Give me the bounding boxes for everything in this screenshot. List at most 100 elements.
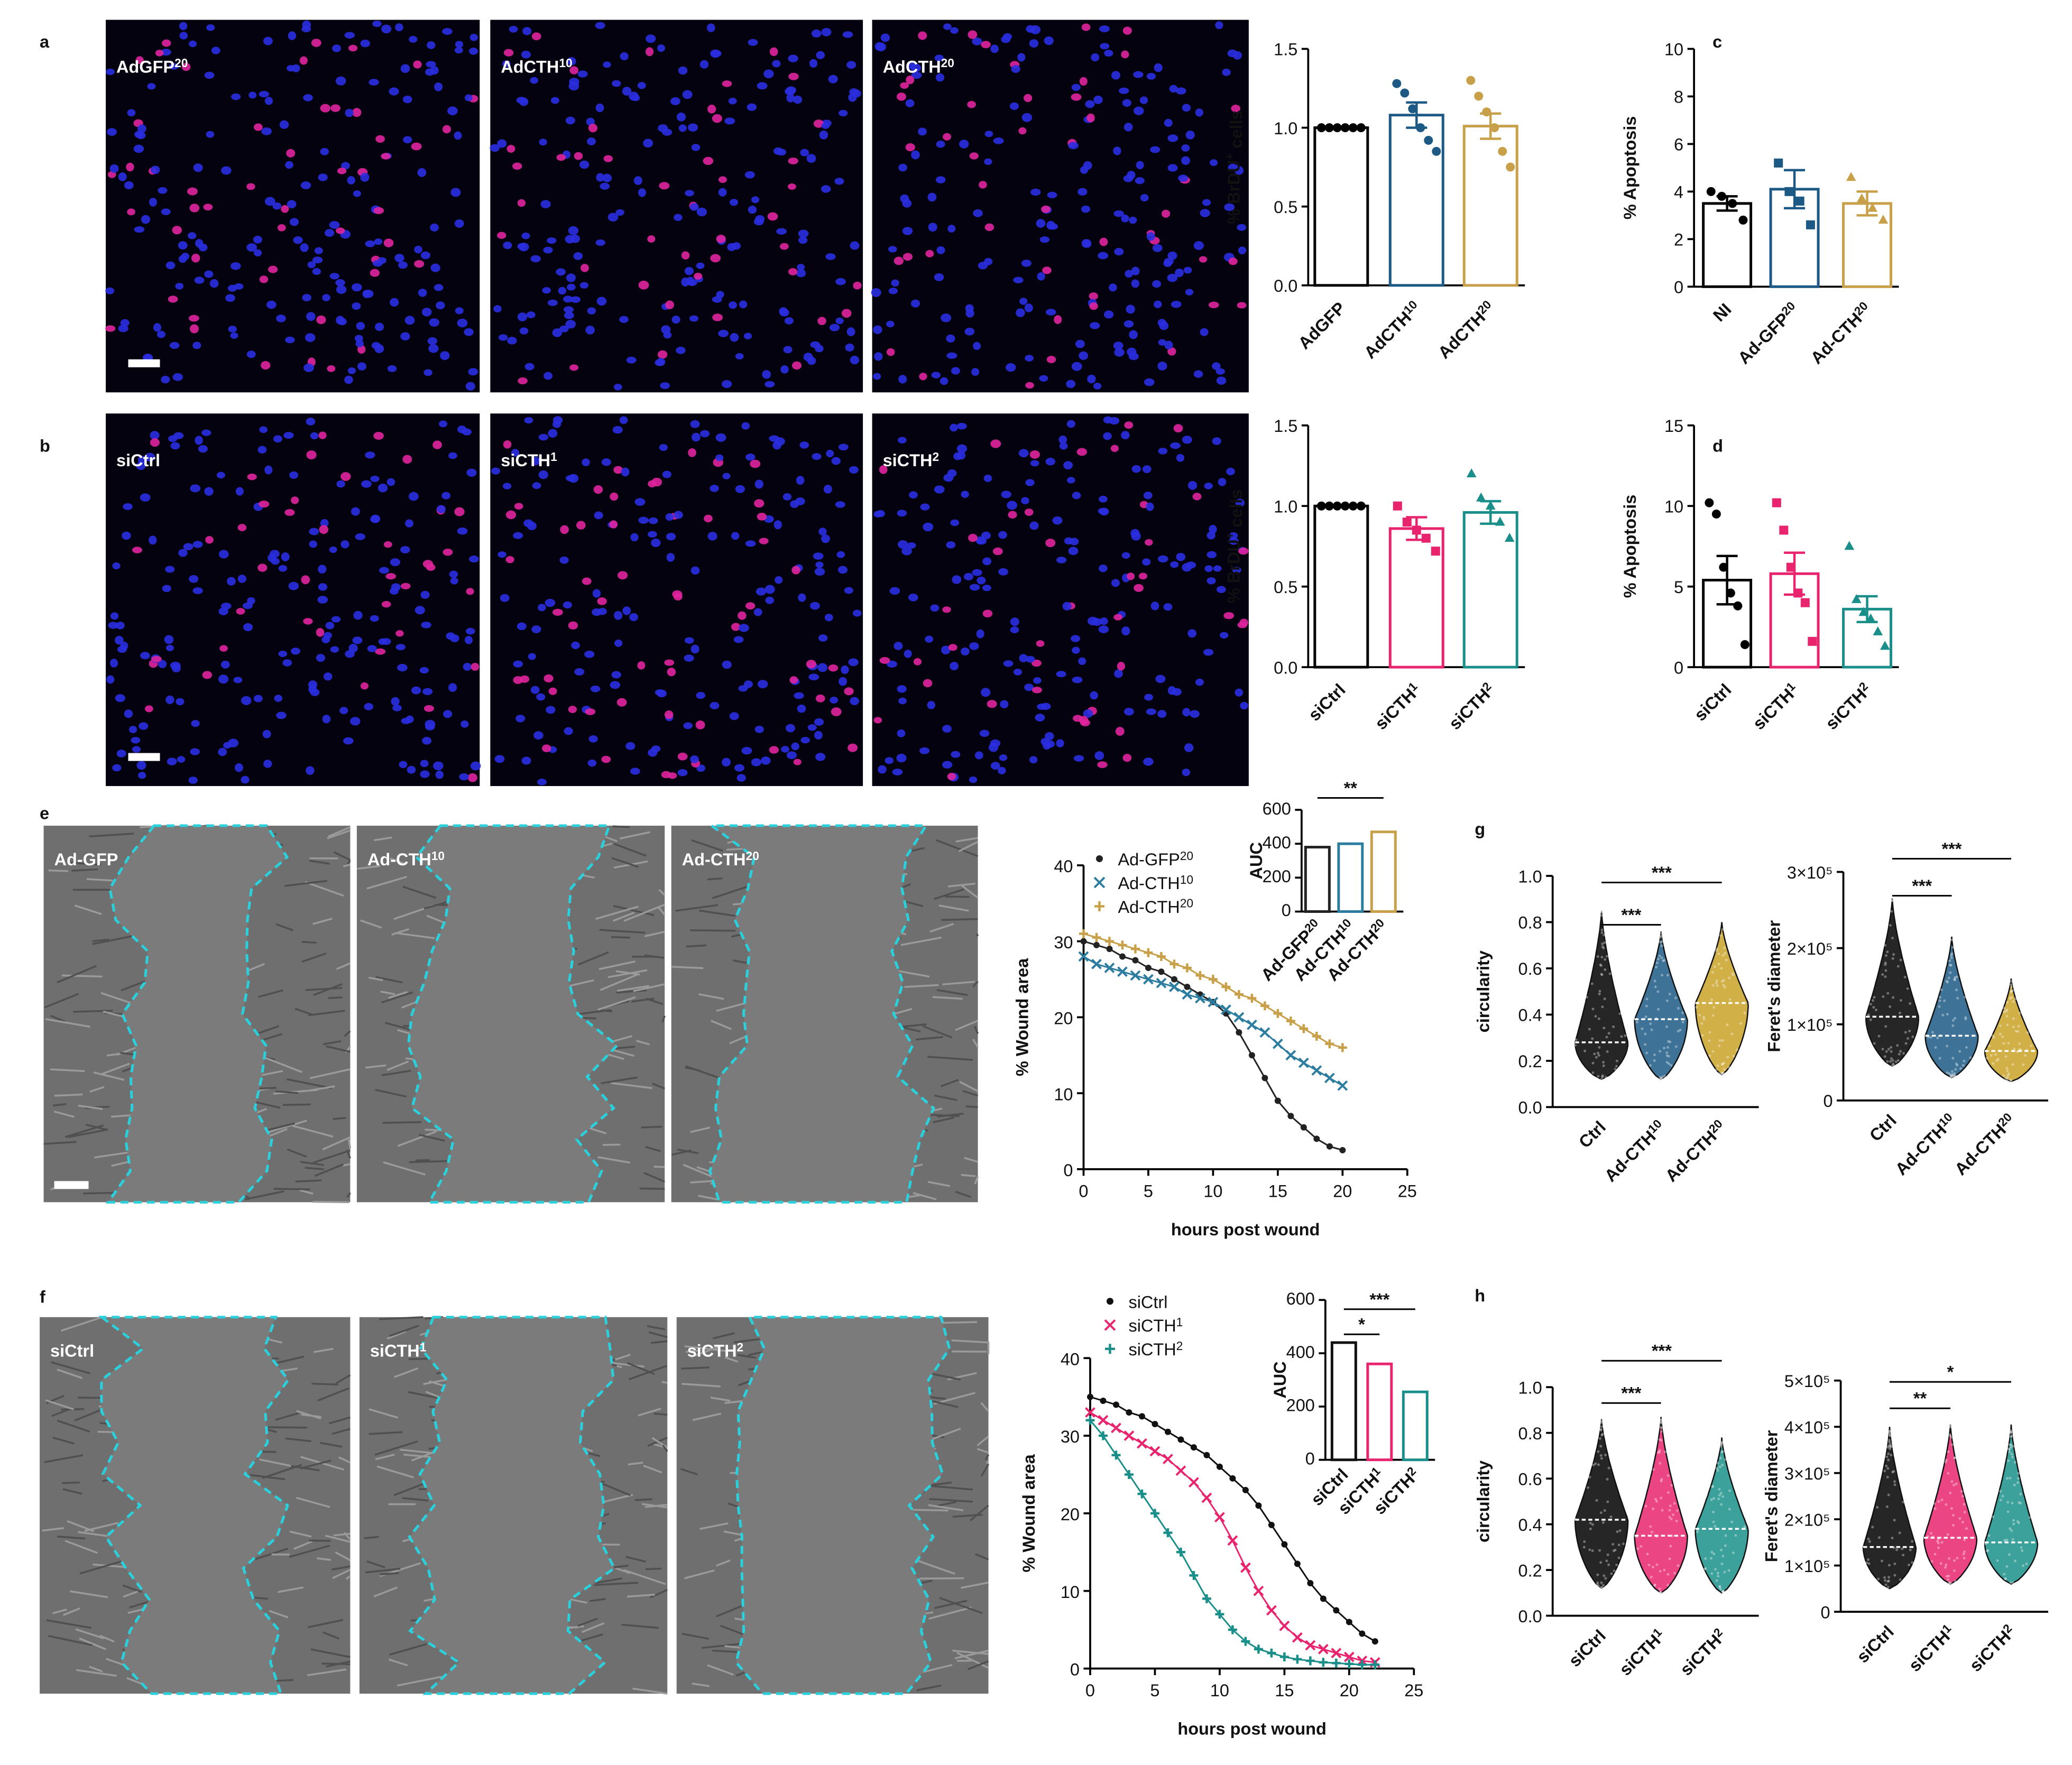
nucleus xyxy=(837,566,848,574)
violin-texture xyxy=(1890,1065,1893,1068)
violin-texture xyxy=(1659,1591,1662,1594)
cell-texture xyxy=(293,1540,313,1550)
cell-texture xyxy=(333,851,351,861)
violin-texture xyxy=(1955,1482,1958,1485)
nucleus xyxy=(283,432,294,439)
nucleus xyxy=(262,729,271,738)
nucleus xyxy=(179,32,188,40)
violin-texture xyxy=(1702,1015,1706,1019)
cell-texture xyxy=(644,954,665,959)
violin-texture xyxy=(2011,1581,2014,1584)
nucleus xyxy=(911,71,922,79)
data-point xyxy=(1316,501,1326,511)
violin-texture xyxy=(1728,1508,1731,1511)
nucleus xyxy=(517,199,526,207)
nucleus xyxy=(235,487,244,496)
violin-texture xyxy=(1885,1505,1889,1508)
cell-texture xyxy=(961,1173,975,1177)
nucleus xyxy=(347,176,355,184)
violin-texture xyxy=(2006,1001,2009,1004)
violin-texture xyxy=(1640,1545,1643,1548)
nucleus xyxy=(1119,87,1129,94)
nucleus xyxy=(108,622,118,629)
legend-label: siCtrl xyxy=(1128,1292,1167,1311)
nucleus xyxy=(336,316,345,325)
nucleus xyxy=(951,751,961,758)
violin-texture xyxy=(1717,1575,1720,1578)
nucleus xyxy=(427,41,436,49)
violin-texture xyxy=(1950,952,1954,955)
nucleus xyxy=(155,50,164,57)
nucleus xyxy=(181,63,191,71)
nucleus xyxy=(579,160,590,169)
nucleus xyxy=(546,706,556,714)
nucleus xyxy=(587,137,596,145)
nucleus xyxy=(773,520,782,530)
cell-texture xyxy=(645,1145,661,1152)
nucleus xyxy=(1113,146,1121,155)
violin-texture xyxy=(1591,1523,1594,1526)
nucleus xyxy=(1131,279,1139,288)
violin-texture xyxy=(1595,1499,1598,1502)
violin-texture xyxy=(1743,1011,1746,1014)
violin-texture xyxy=(1888,1430,1891,1434)
cell-texture xyxy=(958,840,979,853)
nucleus xyxy=(564,727,573,735)
nucleus xyxy=(461,720,469,728)
violin-texture xyxy=(1602,1064,1605,1067)
cell-texture xyxy=(305,881,344,897)
violin-texture xyxy=(1585,996,1588,999)
nucleus xyxy=(542,287,551,294)
nucleus xyxy=(577,70,588,78)
image-label: Ad-CTH20 xyxy=(682,849,759,869)
x-tick-label: 20 xyxy=(1340,1681,1359,1700)
cell-texture xyxy=(748,1351,762,1356)
nucleus xyxy=(990,739,1001,747)
violin-texture xyxy=(2006,1501,2010,1504)
text-part: 20 xyxy=(174,56,188,70)
cell-texture xyxy=(44,1454,84,1463)
nucleus xyxy=(942,725,952,733)
nucleus xyxy=(676,112,686,122)
nucleus xyxy=(531,32,541,41)
data-point xyxy=(1240,1562,1251,1573)
cell-texture xyxy=(724,1356,739,1363)
violin-texture xyxy=(1715,1068,1718,1071)
violin-texture xyxy=(2025,1563,2028,1566)
nucleus xyxy=(469,556,479,563)
y-tick-label: 40 xyxy=(1061,1350,1080,1369)
nucleus xyxy=(1089,292,1098,300)
violin-texture xyxy=(1713,965,1716,968)
nucleus xyxy=(646,47,654,57)
violin-texture xyxy=(1676,1509,1679,1512)
nucleus xyxy=(1100,617,1108,625)
violin-texture xyxy=(1728,976,1731,979)
violin-texture xyxy=(1724,1458,1727,1461)
cell-texture xyxy=(45,1018,91,1028)
nucleus xyxy=(306,450,317,459)
nucleus xyxy=(941,645,951,655)
nucleus xyxy=(513,676,523,684)
cell-texture xyxy=(301,952,327,963)
violin-texture xyxy=(1985,1549,1988,1553)
data-point xyxy=(1176,1547,1185,1557)
cell-texture xyxy=(61,974,103,978)
violin-texture xyxy=(1712,1006,1716,1009)
violin-texture xyxy=(1659,1462,1662,1465)
nucleus xyxy=(968,533,978,542)
nucleus xyxy=(300,243,309,252)
nucleus xyxy=(223,742,232,749)
violin-texture xyxy=(1892,953,1895,956)
cell-texture xyxy=(691,839,723,852)
nucleus xyxy=(418,289,427,297)
nucleus xyxy=(413,60,422,69)
violin-texture xyxy=(1665,999,1669,1002)
nucleus xyxy=(1222,68,1231,76)
nucleus xyxy=(923,679,933,688)
x-tick-label: 5 xyxy=(1144,1181,1153,1200)
cell-texture xyxy=(312,918,333,925)
nucleus xyxy=(981,688,991,697)
cell-texture xyxy=(631,997,655,1003)
nucleus xyxy=(281,552,290,561)
nucleus xyxy=(775,576,783,584)
